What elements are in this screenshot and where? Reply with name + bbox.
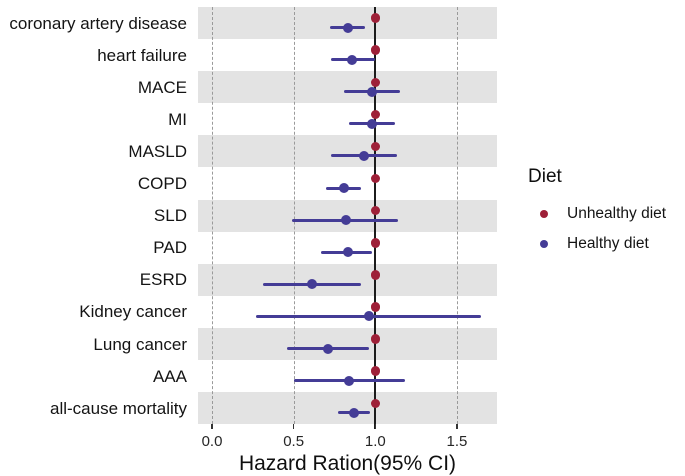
row-label: PAD [153,238,187,258]
reference-line [374,7,377,430]
x-tick-label: 1.0 [364,433,386,451]
legend-item-label: Unhealthy diet [567,205,667,222]
row-label: MI [168,109,187,129]
row-label: COPD [137,174,187,194]
unhealthy-diet-dot [370,77,381,87]
unhealthy-diet-dot [370,366,381,376]
unhealthy-diet-dot [370,270,381,280]
unhealthy-diet-dot [370,109,381,120]
row-label: MACE [137,77,187,97]
healthy-diet-dot [344,375,355,386]
row-label: heart failure [97,45,187,65]
row-label: coronary artery disease [9,13,187,33]
unhealthy-diet-dot [370,398,381,408]
legend: Diet Unhealthy diet Healthy diet [528,166,666,266]
unhealthy-diet-dot [370,141,381,152]
healthy-diet-dot [358,150,369,161]
row-stripe [198,392,497,425]
healthy-diet-dot [339,183,350,194]
x-tick-label: 0.0 [201,433,223,451]
row-label: Kidney cancer [79,302,187,322]
plot-panel [198,7,497,430]
x-tick-label: 1.5 [446,433,468,451]
row-label: ESRD [139,270,187,290]
unhealthy-diet-dot [370,173,381,184]
healthy-diet-dot [342,22,353,33]
legend-title: Diet [528,166,562,187]
row-stripe [198,71,497,104]
healthy-diet-dot [340,215,351,226]
unhealthy-diet-dot [370,45,381,55]
row-stripe [198,135,497,168]
legend-items: Unhealthy diet Healthy diet [528,205,667,252]
legend-item: Healthy diet [528,235,666,252]
unhealthy-diet-dot [370,205,381,216]
healthy-diet-dot [363,311,374,322]
x-axis-title: Hazard Ration(95% CI) [238,452,457,476]
healthy-diet-dot [342,247,353,258]
healthy-diet-dot [367,118,378,129]
x-tick-mark [292,424,295,430]
x-tick-mark [456,424,458,430]
dashed-gridline [212,7,213,425]
row-label: MASLD [128,141,187,161]
row-stripe [198,263,497,296]
healthy-diet-legend-dot [540,240,548,248]
legend-item-label: Healthy diet [567,235,649,252]
row-label: AAA [152,366,187,386]
x-tick-mark [211,424,213,430]
x-tick-mark [374,424,377,430]
healthy-diet-dot [306,279,317,290]
healthy-diet-dot [347,54,358,65]
unhealthy-diet-dot [370,334,381,344]
unhealthy-diet-dot [370,238,381,248]
x-tick-label: 0.5 [283,433,305,451]
row-stripe [198,328,497,361]
row-label: SLD [153,206,187,226]
unhealthy-diet-dot [370,302,381,312]
healthy-diet-dot [322,343,333,354]
legend-item: Unhealthy diet [528,205,667,222]
unhealthy-diet-legend-dot [540,210,548,218]
healthy-diet-dot [367,86,378,97]
unhealthy-diet-dot [370,13,381,23]
row-label: all-cause mortality [50,398,187,418]
dashed-gridline [456,7,458,425]
healthy-diet-dot [349,407,360,418]
dashed-gridline [293,7,295,425]
row-label: Lung cancer [93,334,187,354]
